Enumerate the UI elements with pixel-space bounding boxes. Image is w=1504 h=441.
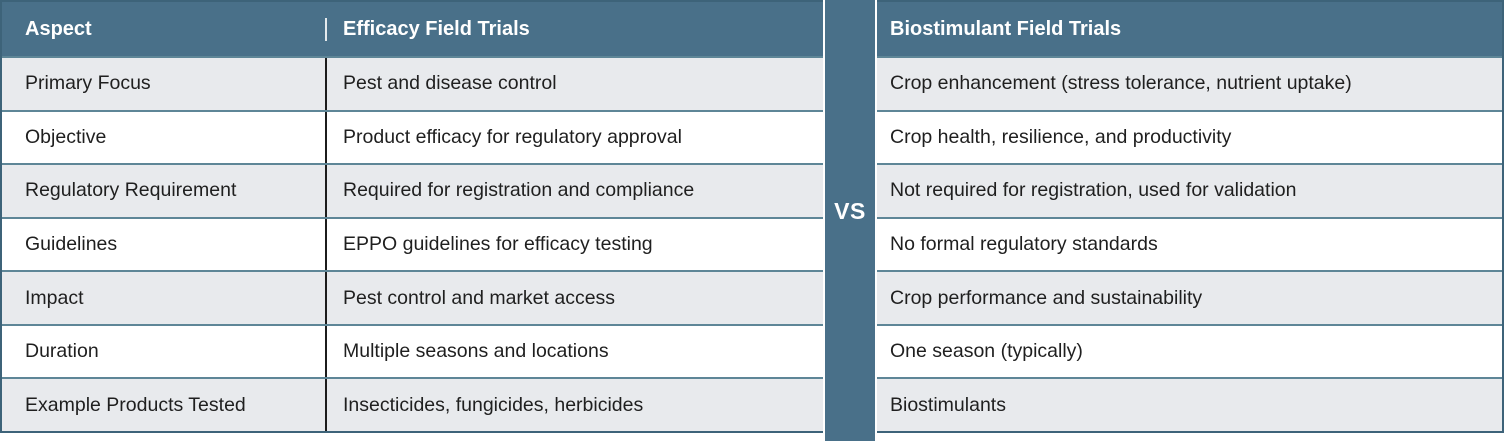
aspect-cell: Example Products Tested [25, 393, 246, 416]
aspect-column-header: Aspect [25, 17, 92, 40]
efficacy-cell: EPPO guidelines for efficacy testing [325, 218, 823, 271]
table-row: Crop performance and sustainability [877, 270, 1502, 324]
biostimulant-cell: Crop performance and sustainability [890, 286, 1203, 309]
aspect-cell: Duration [25, 340, 99, 363]
table-row: Crop enhancement (stress tolerance, nutr… [877, 56, 1502, 110]
efficacy-cell: Pest and disease control [325, 58, 823, 110]
table-row: Guidelines EPPO guidelines for efficacy … [2, 216, 823, 271]
aspect-cell: Regulatory Requirement [25, 179, 237, 202]
table-header-row: Biostimulant Field Trials [877, 2, 1502, 56]
table-row: Biostimulants [877, 377, 1502, 432]
table-row: Crop health, resilience, and productivit… [877, 109, 1502, 164]
table-row: Not required for registration, used for … [877, 163, 1502, 217]
aspect-cell: Primary Focus [25, 72, 151, 95]
biostimulant-cell: Crop enhancement (stress tolerance, nutr… [890, 72, 1352, 95]
table-header-row: Aspect Efficacy Field Trials [2, 2, 823, 56]
biostimulant-cell: Biostimulants [890, 393, 1006, 416]
table-row: No formal regulatory standards [877, 216, 1502, 271]
table-row: One season (typically) [877, 323, 1502, 378]
efficacy-cell: Pest control and market access [325, 272, 823, 324]
table-row: Regulatory Requirement Required for regi… [2, 163, 823, 217]
biostimulant-table: Biostimulant Field Trials Crop enhanceme… [877, 0, 1504, 433]
vs-divider-band: VS [823, 0, 877, 441]
table-row: Duration Multiple seasons and locations [2, 323, 823, 378]
efficacy-cell: Insecticides, fungicides, herbicides [325, 379, 823, 432]
efficacy-cell: Multiple seasons and locations [325, 325, 823, 378]
biostimulant-cell: Crop health, resilience, and productivit… [890, 125, 1232, 148]
aspect-cell: Objective [25, 125, 107, 148]
biostimulant-cell: No formal regulatory standards [890, 233, 1158, 256]
efficacy-cell: Product efficacy for regulatory approval [325, 111, 823, 164]
biostimulant-column-header: Biostimulant Field Trials [890, 17, 1122, 40]
vs-label: VS [834, 198, 866, 224]
biostimulant-cell: One season (typically) [890, 340, 1083, 363]
efficacy-column-header: Efficacy Field Trials [325, 17, 823, 41]
biostimulant-cell: Not required for registration, used for … [890, 179, 1297, 202]
aspect-cell: Impact [25, 286, 84, 309]
efficacy-table: Aspect Efficacy Field Trials Primary Foc… [0, 0, 823, 433]
table-row: Primary Focus Pest and disease control [2, 56, 823, 110]
table-row: Impact Pest control and market access [2, 270, 823, 324]
efficacy-cell: Required for registration and compliance [325, 165, 823, 217]
table-row: Example Products Tested Insecticides, fu… [2, 377, 823, 432]
aspect-cell: Guidelines [25, 233, 118, 256]
table-row: Objective Product efficacy for regulator… [2, 109, 823, 164]
